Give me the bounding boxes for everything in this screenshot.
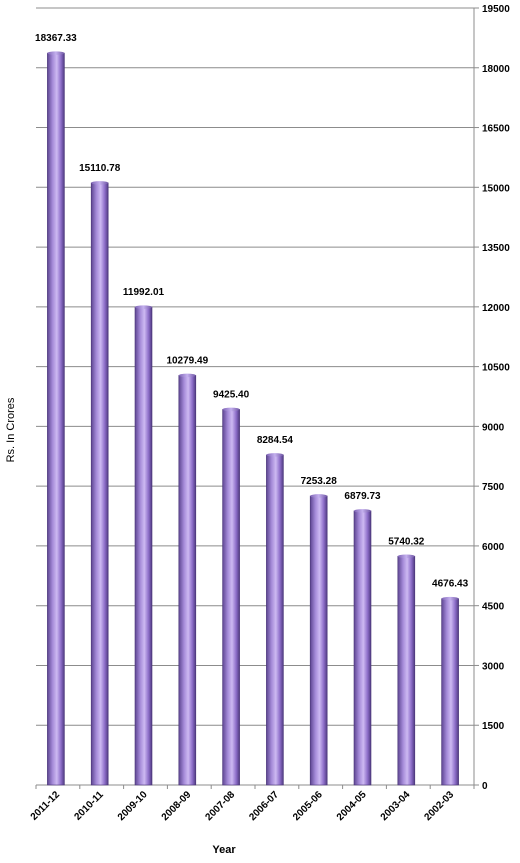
y-tick-label: 9000 bbox=[482, 422, 505, 433]
data-labels: 18367.33 15110.78 11992.01 10279.49 9425.40 8… bbox=[35, 33, 469, 590]
x-tick-label: 2009-10 bbox=[116, 789, 150, 823]
y-tick-label: 1500 bbox=[482, 721, 505, 732]
y-tick-label: 19500 bbox=[482, 4, 510, 15]
bar bbox=[134, 306, 153, 786]
bar-cap bbox=[222, 407, 240, 412]
data-label: 5740.32 bbox=[388, 536, 425, 547]
bar bbox=[397, 555, 416, 786]
x-axis-title: Year bbox=[212, 844, 236, 856]
data-label: 10279.49 bbox=[166, 355, 208, 366]
y-tick-label: 12000 bbox=[482, 303, 510, 314]
y-tick-label: 10500 bbox=[482, 363, 510, 374]
bar bbox=[441, 598, 459, 786]
bar-cap bbox=[135, 305, 152, 309]
y-tick-label: 13500 bbox=[482, 243, 510, 254]
x-tick-label: 2007-08 bbox=[203, 789, 237, 823]
y-tick-label: 4500 bbox=[482, 602, 505, 613]
data-label: 18367.33 bbox=[35, 33, 77, 44]
data-label: 6879.73 bbox=[344, 491, 381, 502]
x-tick-labels: 2011-12 2010-11 2009-10 2008-09 2007-08 2006-… bbox=[29, 789, 457, 823]
data-label: 9425.40 bbox=[213, 389, 250, 400]
y-tick-label: 6000 bbox=[482, 542, 505, 553]
bar-cap bbox=[441, 596, 459, 601]
y-tick-labels: 0 1500 3000 4500 6000 7500 9000 10500 12000 13500… bbox=[482, 4, 510, 792]
bar-cap bbox=[397, 554, 415, 559]
data-label: 15110.78 bbox=[79, 163, 121, 174]
x-tick-label: 2006-07 bbox=[247, 789, 281, 823]
bar-cap bbox=[178, 373, 196, 378]
bar bbox=[309, 495, 328, 786]
x-tick-label: 2011-12 bbox=[29, 789, 63, 823]
bars bbox=[47, 51, 459, 786]
bar-cap bbox=[47, 51, 65, 55]
x-tick-label: 2004-05 bbox=[335, 789, 369, 823]
bar bbox=[90, 182, 109, 786]
y-tick-label: 3000 bbox=[482, 661, 505, 672]
y-tick-label: 7500 bbox=[482, 482, 505, 493]
bar bbox=[47, 52, 65, 786]
y-axis-title: Rs. In Crores bbox=[5, 397, 17, 462]
bar bbox=[222, 409, 240, 786]
data-label: 11992.01 bbox=[123, 287, 165, 298]
bar-cap bbox=[91, 181, 109, 185]
x-tick-label: 2010-11 bbox=[72, 789, 106, 823]
bar-cap bbox=[310, 494, 328, 498]
x-tick-label: 2005-06 bbox=[291, 789, 325, 823]
bar bbox=[353, 510, 372, 786]
data-label: 7253.28 bbox=[301, 476, 338, 487]
bar bbox=[178, 375, 197, 786]
x-tick-label: 2002-03 bbox=[422, 789, 456, 823]
axes bbox=[35, 7, 479, 789]
bar-cap bbox=[266, 453, 284, 457]
bar-cap bbox=[354, 509, 371, 513]
y-tick-label: 16500 bbox=[482, 124, 510, 135]
data-label: 4676.43 bbox=[432, 579, 469, 590]
y-tick-label: 0 bbox=[482, 781, 488, 792]
bar bbox=[266, 454, 284, 786]
gridlines bbox=[36, 7, 474, 726]
x-tick-label: 2008-09 bbox=[160, 789, 194, 823]
data-label: 8284.54 bbox=[257, 435, 294, 446]
y-tick-label: 18000 bbox=[482, 64, 510, 75]
x-tick-label: 2003-04 bbox=[379, 789, 413, 823]
y-tick-label: 15000 bbox=[482, 183, 510, 194]
